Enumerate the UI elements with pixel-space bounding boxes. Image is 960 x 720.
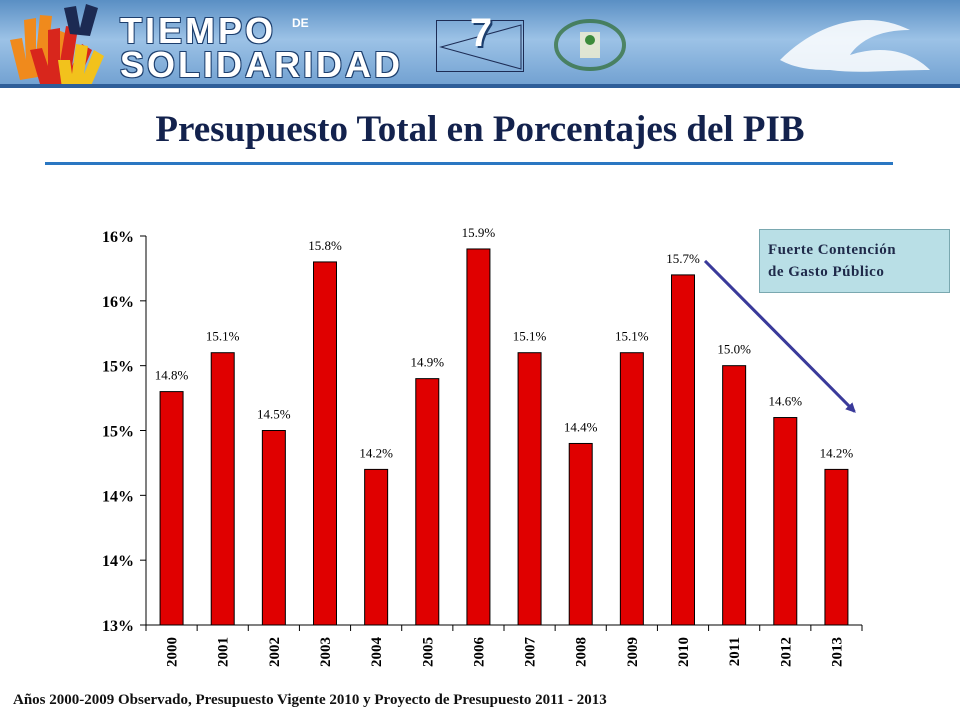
data-label-2012: 14.6% — [768, 394, 802, 409]
x-tick-label-2000: 2000 — [165, 637, 181, 667]
logo-text-tiempo: TIEMPO — [120, 10, 277, 51]
data-label-2011: 15.0% — [717, 342, 751, 357]
data-label-2005: 14.9% — [410, 355, 444, 370]
y-tick-label: 14% — [102, 488, 134, 505]
coat-of-arms-icon — [554, 19, 626, 71]
bar-2004 — [364, 468, 389, 626]
bar-2007 — [517, 352, 542, 626]
bar-2008 — [568, 442, 593, 626]
bar-2013 — [824, 468, 849, 626]
x-tick-label-2008: 2008 — [574, 637, 590, 667]
bar-2000 — [159, 391, 184, 626]
x-tick-label-2002: 2002 — [267, 637, 283, 667]
data-label-2002: 14.5% — [257, 407, 291, 422]
bar-2012 — [773, 417, 798, 626]
x-tick-label-2011: 2011 — [727, 637, 743, 666]
x-tick-label-2012: 2012 — [778, 637, 794, 667]
slide-number-box: 7 — [436, 11, 524, 72]
logo-text-de: DE — [292, 16, 309, 30]
data-label-2009: 15.1% — [615, 329, 649, 344]
data-label-2007: 15.1% — [513, 329, 547, 344]
data-label-2010: 15.7% — [666, 251, 700, 266]
x-tick-label-2013: 2013 — [829, 637, 845, 667]
x-tick-label-2006: 2006 — [471, 637, 487, 668]
slide-number: 7 — [469, 11, 493, 55]
annotation-box: Fuerte Contención de Gasto Público — [759, 229, 950, 293]
banner-divider — [0, 84, 960, 88]
data-label-2008: 14.4% — [564, 419, 598, 434]
header-banner: TIEMPO DE SOLIDARIDAD 7 — [0, 0, 960, 88]
hands-logo-icon — [10, 4, 104, 88]
y-tick-label: 14% — [102, 553, 134, 570]
x-tick-label-2004: 2004 — [369, 637, 385, 668]
y-tick-label: 13% — [102, 618, 134, 635]
x-tick-label-2009: 2009 — [625, 637, 641, 667]
title-underline — [45, 162, 893, 165]
page-title: Presupuesto Total en Porcentajes del PIB — [155, 109, 805, 150]
x-tick-label-2003: 2003 — [318, 637, 334, 667]
logo-text-solidaridad: SOLIDARIDAD — [120, 44, 403, 85]
x-tick-label-2001: 2001 — [216, 637, 232, 667]
triangle-icon — [439, 24, 522, 70]
y-tick-label: 16% — [102, 294, 134, 311]
data-label-2004: 14.2% — [359, 445, 393, 460]
bar-2005 — [415, 378, 440, 626]
y-tick-label: 15% — [102, 359, 134, 376]
x-tick-label-2010: 2010 — [676, 637, 692, 667]
annotation-line-1: Fuerte Contención — [768, 242, 897, 258]
annotation-line-2: de Gasto Público — [768, 264, 885, 280]
bar-2003 — [313, 261, 337, 626]
bar-2006 — [466, 248, 491, 626]
dove-icon — [780, 20, 930, 72]
bar-2009 — [619, 352, 644, 626]
footnote: Años 2000-2009 Observado, Presupuesto Vi… — [13, 692, 607, 708]
trend-arrow — [703, 259, 856, 413]
x-tick-label-2007: 2007 — [523, 637, 539, 668]
data-label-2003: 15.8% — [308, 238, 342, 253]
x-tick-label-2005: 2005 — [420, 637, 436, 667]
data-label-2013: 14.2% — [820, 445, 854, 460]
bar-2002 — [261, 430, 286, 626]
y-tick-label: 15% — [102, 424, 134, 441]
data-label-2000: 14.8% — [155, 368, 189, 383]
bar-2011 — [722, 365, 747, 626]
data-label-2001: 15.1% — [206, 329, 240, 344]
bar-2010 — [671, 274, 695, 626]
data-label-2006: 15.9% — [462, 225, 496, 240]
y-tick-label: 16% — [102, 229, 134, 246]
bar-2001 — [210, 352, 235, 626]
